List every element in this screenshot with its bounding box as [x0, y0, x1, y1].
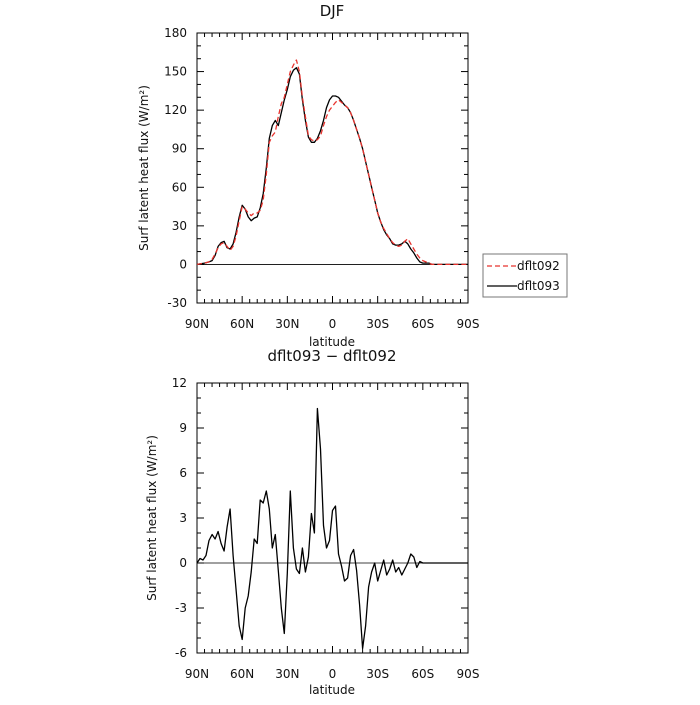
top-x-tick-label: 90S [457, 317, 480, 331]
top-series-line-dflt093 [196, 67, 468, 266]
top-y-tick-label: 120 [164, 103, 187, 117]
panel-bottom: dflt093 − dflt092 90N 60N 30N 0 30S 60S 90S -6 -… [145, 347, 479, 697]
legend-label-dflt092: dflt092 [517, 259, 560, 273]
bottom-x-tick-label: 60N [230, 667, 254, 681]
panel-top: DJF 90N 60N 30N 0 30S 60S 90S -30 0 30 60 90 120 150 1… [137, 2, 568, 349]
top-y-tick-label: 150 [164, 65, 187, 79]
top-y-tick-label: 0 [179, 257, 187, 271]
bottom-series-line [196, 407, 468, 650]
top-x-axis-label: latitude [309, 335, 355, 349]
bottom-y-tick-label: 12 [172, 376, 187, 390]
top-x-tick-label: 30S [366, 317, 389, 331]
bottom-axis-ticks: 90N 60N 30N 0 30S 60S 90S -6 -3 0 3 6 9 12 [172, 376, 480, 681]
top-y-tick-label: 90 [172, 142, 187, 156]
top-series-lines [196, 59, 468, 266]
bottom-x-tick-label: 30N [275, 667, 299, 681]
legend-label-dflt093: dflt093 [517, 279, 560, 293]
bottom-y-tick-label: 6 [179, 466, 187, 480]
top-x-tick-label: 0 [329, 317, 337, 331]
bottom-y-tick-label: 9 [179, 421, 187, 435]
top-x-tick-label: 60S [411, 317, 434, 331]
top-y-tick-label: 60 [172, 180, 187, 194]
bottom-y-tick-label: -3 [175, 601, 187, 615]
top-axis-ticks: 90N 60N 30N 0 30S 60S 90S -30 0 30 60 90 120 150 180 [164, 26, 479, 331]
legend-box [482, 253, 568, 298]
legend: dflt092 dflt093 [482, 253, 568, 298]
top-y-tick-label: -30 [167, 296, 187, 310]
top-x-tick-label: 60N [230, 317, 254, 331]
top-y-tick-label: 180 [164, 26, 187, 40]
bottom-y-tick-label: -6 [175, 646, 187, 660]
top-x-tick-label: 30N [275, 317, 299, 331]
top-x-tick-label: 90N [185, 317, 209, 331]
bottom-y-tick-label: 3 [179, 511, 187, 525]
top-y-axis-label: Surf latent heat flux (W/m²) [137, 85, 151, 251]
bottom-x-tick-label: 90N [185, 667, 209, 681]
top-y-tick-label: 30 [172, 219, 187, 233]
bottom-y-axis-label: Surf latent heat flux (W/m²) [145, 435, 159, 601]
top-chart-title: DJF [320, 2, 345, 20]
bottom-chart-title: dflt093 − dflt092 [267, 347, 396, 365]
bottom-x-tick-label: 0 [329, 667, 337, 681]
bottom-x-tick-label: 30S [366, 667, 389, 681]
bottom-x-axis-label: latitude [309, 683, 355, 697]
bottom-series-lines [196, 407, 468, 650]
bottom-y-tick-label: 0 [179, 556, 187, 570]
top-series-line-dflt092 [196, 59, 468, 266]
bottom-x-tick-label: 60S [411, 667, 434, 681]
bottom-x-tick-label: 90S [457, 667, 480, 681]
